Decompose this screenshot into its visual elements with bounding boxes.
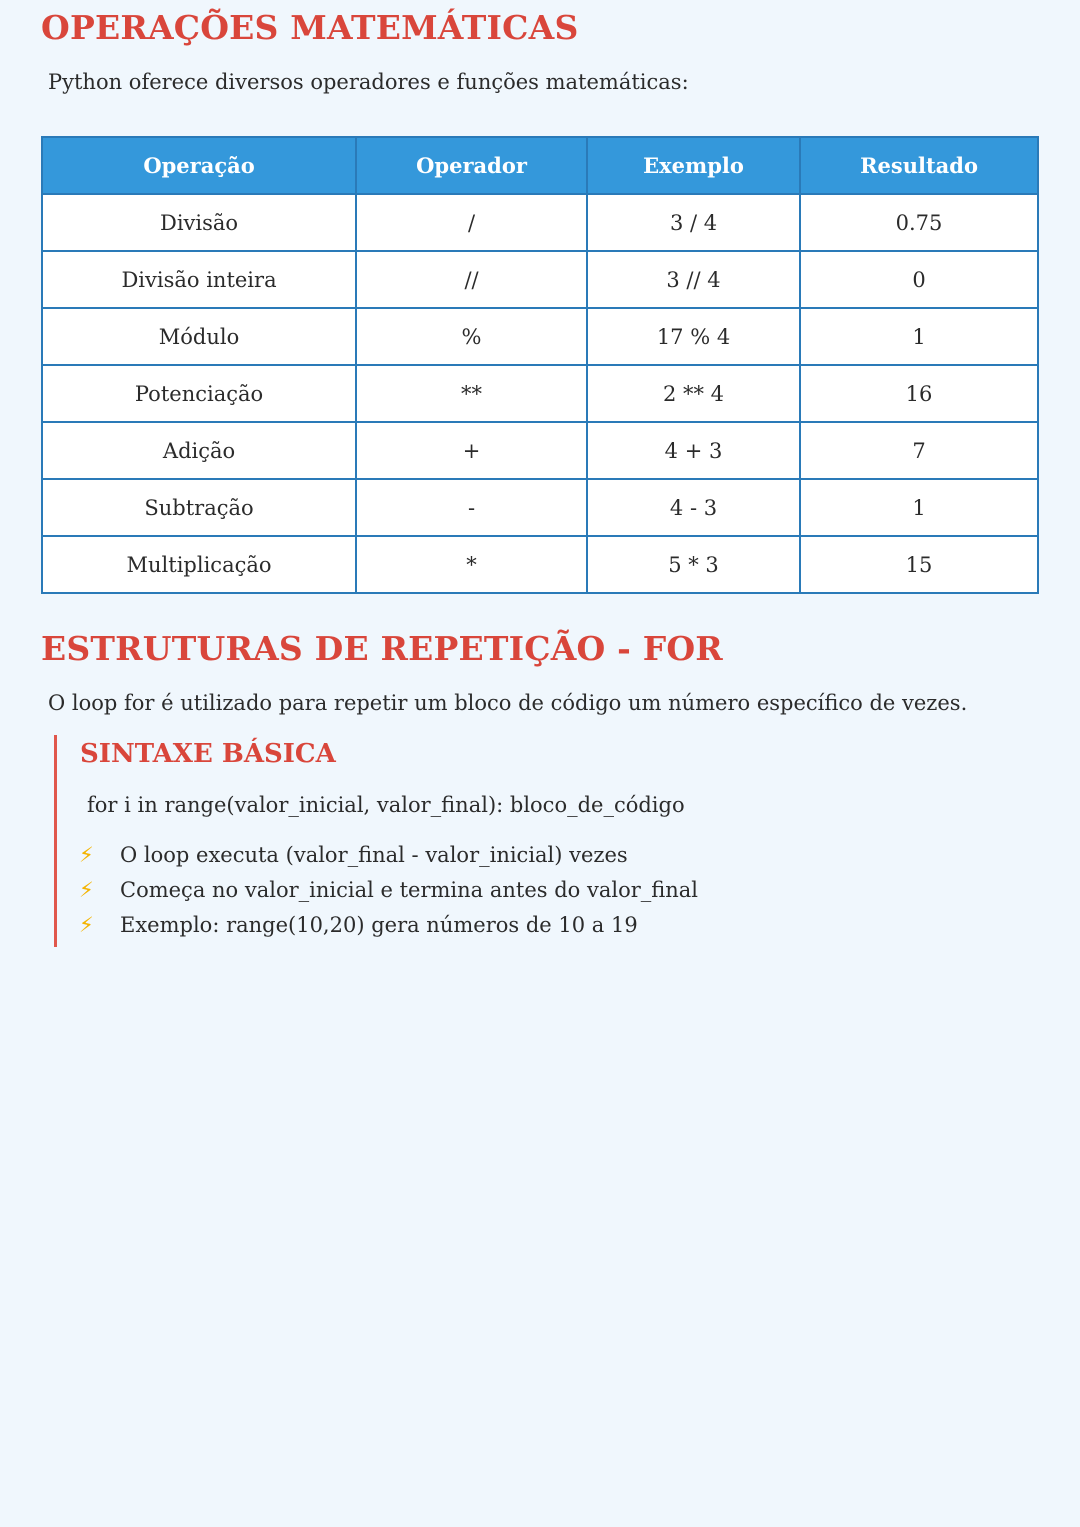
table-cell: * [355, 535, 588, 594]
section-intro: Python oferece diversos operadores e fun… [48, 70, 689, 94]
section-title-for: ESTRUTURAS DE REPETIÇÃO - FOR [41, 629, 723, 668]
table-cell: 0.75 [799, 193, 1039, 252]
table-header-row: Operação Operador Exemplo Resultado [40, 136, 1039, 195]
lightning-icon: ⚡ [79, 912, 94, 937]
table-cell: Divisão [40, 193, 358, 252]
table-cell: Divisão inteira [40, 250, 358, 309]
table-cell: 4 + 3 [585, 421, 802, 480]
syntax-code: for i in range(valor_inicial, valor_fina… [87, 793, 685, 817]
table-cell: 5 * 3 [585, 535, 802, 594]
table-cell: 0 [799, 250, 1039, 309]
lightning-icon: ⚡ [79, 877, 94, 902]
table-row: Divisão/3 / 4 0.75 [40, 193, 1039, 252]
table-cell: + [355, 421, 588, 480]
table-cell: 4 - 3 [585, 478, 802, 537]
table-cell: / [355, 193, 588, 252]
header-exemplo: Exemplo [585, 136, 802, 195]
syntax-box: SINTAXE BÁSICA for i in range(valor_inic… [54, 735, 757, 947]
table-row: Multiplicação * 5 * 3 15 [40, 535, 1039, 594]
header-operador: Operador [355, 136, 588, 195]
table-cell: 2 ** 4 [585, 364, 802, 423]
section-title-operacoes: OPERAÇÕES MATEMÁTICAS [41, 8, 579, 47]
table-cell: 3 / 4 [585, 193, 802, 252]
table-cell: Subtração [40, 478, 358, 537]
operators-table: Operação Operador Exemplo Resultado Divi… [40, 136, 1039, 594]
list-item: ⚡ O loop executa (valor_final - valor_ini… [79, 837, 698, 872]
bullet-text: O loop executa (valor_final - valor_inic… [120, 842, 628, 867]
table-cell: Multiplicação [40, 535, 358, 594]
table-cell: 15 [799, 535, 1039, 594]
table-cell: 1 [799, 307, 1039, 366]
syntax-bullets: ⚡ O loop executa (valor_final - valor_ini… [79, 837, 698, 942]
table-cell: 17 % 4 [585, 307, 802, 366]
list-item: ⚡ Exemplo: range(10,20) gera números de 1… [79, 907, 698, 942]
table-cell: ** [355, 364, 588, 423]
table-cell: Adição [40, 421, 358, 480]
table-cell: // [355, 250, 588, 309]
section-intro-for: O loop for é utilizado para repetir um b… [48, 691, 968, 715]
bullet-text: Começa no valor_inicial e termina antes … [120, 877, 699, 902]
list-item: ⚡ Começa no valor_inicial e termina antes… [79, 872, 698, 907]
lightning-icon: ⚡ [79, 842, 94, 867]
table-cell: Módulo [40, 307, 358, 366]
table-cell: 7 [799, 421, 1039, 480]
syntax-title: SINTAXE BÁSICA [80, 739, 336, 769]
table-cell: 16 [799, 364, 1039, 423]
table-cell: Potenciação [40, 364, 358, 423]
header-operacao: Operação [40, 136, 358, 195]
table-cell: % [355, 307, 588, 366]
bullet-text: Exemplo: range(10,20) gera números de 10… [120, 912, 638, 937]
table-cell: 1 [799, 478, 1039, 537]
header-resultado: Resultado [799, 136, 1039, 195]
table-cell: 3 // 4 [585, 250, 802, 309]
table-row: Potenciação ** 2 ** 4 16 [40, 364, 1039, 423]
table-cell: - [355, 478, 588, 537]
